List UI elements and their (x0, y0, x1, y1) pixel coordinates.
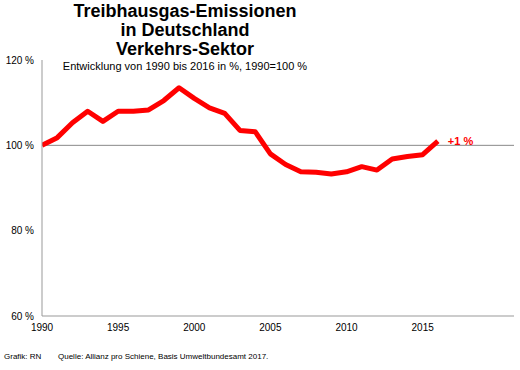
svg-text:60 %: 60 % (11, 311, 34, 322)
svg-text:1990: 1990 (31, 322, 54, 333)
svg-text:80 %: 80 % (11, 225, 34, 236)
html-text:Grafik: RN: Grafik: RN (4, 352, 42, 361)
html-text:Entwicklung von 1990 bis 2016: Entwicklung von 1990 bis 2016 in %, 1990… (62, 60, 308, 72)
svg-text:2000: 2000 (183, 322, 206, 333)
html-text:Quelle: Allianz pro Schiene, B: Quelle: Allianz pro Schiene, Basis Umwel… (58, 352, 269, 361)
svg-text:2005: 2005 (259, 322, 282, 333)
svg-text:120 %: 120 % (8, 55, 34, 66)
svg-text:2010: 2010 (335, 322, 358, 333)
svg-text:100 %: 100 % (8, 140, 34, 151)
svg-text:2015: 2015 (412, 322, 435, 333)
html-text:Treibhausgas-Emissionen: Treibhausgas-Emissionen (73, 1, 297, 21)
svg-text:1995: 1995 (107, 322, 130, 333)
html-text:in Deutschland: in Deutschland (120, 20, 250, 40)
html-text:Verkehrs-Sektor: Verkehrs-Sektor (116, 39, 254, 59)
svg-text:+1 %: +1 % (448, 135, 474, 147)
